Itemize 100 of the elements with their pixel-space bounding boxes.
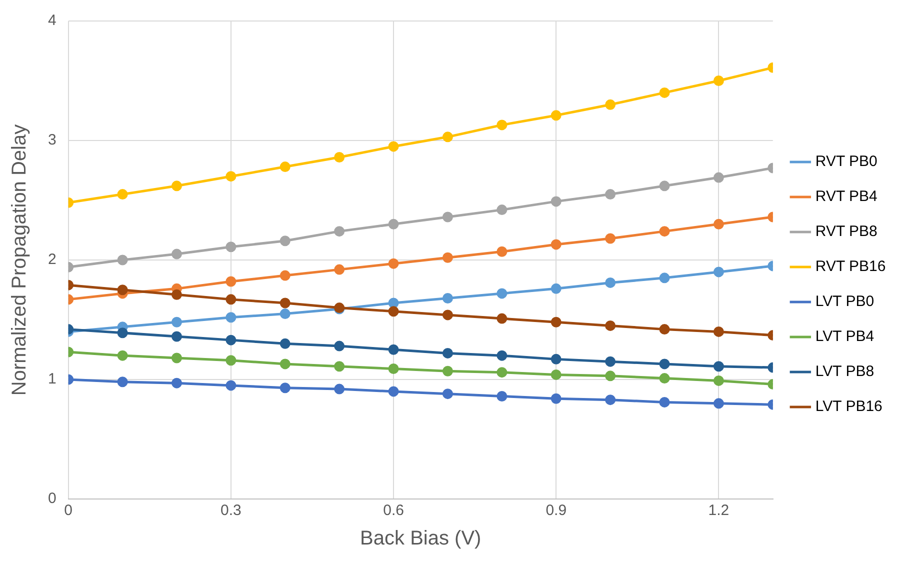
x-axis-title: Back Bias (V) (360, 528, 482, 550)
point (442, 310, 453, 320)
point (659, 373, 670, 384)
point (713, 361, 724, 372)
point (226, 276, 236, 287)
point (280, 358, 290, 370)
point (713, 172, 724, 183)
y-tick-label: 4 (48, 12, 56, 30)
point (280, 308, 290, 320)
point (442, 252, 453, 263)
point (496, 367, 508, 378)
point (496, 120, 508, 130)
point (171, 289, 182, 300)
point (226, 355, 236, 366)
x-tick-label: 0.6 (383, 502, 404, 520)
point (171, 248, 182, 260)
point (280, 338, 290, 349)
point (496, 204, 508, 216)
point (226, 242, 236, 252)
point (280, 382, 290, 394)
point (280, 236, 290, 246)
point (388, 386, 399, 397)
point (713, 218, 724, 230)
point (117, 254, 128, 266)
point (117, 189, 128, 200)
point (334, 340, 345, 352)
point (334, 264, 345, 275)
point (496, 313, 508, 324)
point (226, 294, 236, 305)
point (388, 298, 399, 308)
point (171, 331, 182, 342)
legend-label: RVT PB16 (815, 258, 886, 276)
y-tick-label: 0 (48, 490, 56, 508)
point (171, 352, 182, 364)
point (334, 384, 345, 394)
point (334, 152, 345, 162)
point (713, 76, 724, 86)
legend-label: LVT PB4 (815, 328, 874, 346)
point (496, 246, 508, 257)
point (280, 162, 290, 172)
point (713, 375, 724, 386)
point (659, 272, 670, 284)
point (550, 283, 562, 294)
point (442, 366, 453, 376)
point (659, 226, 670, 237)
point (605, 370, 616, 382)
point (550, 316, 562, 328)
point (550, 354, 562, 364)
point (226, 334, 236, 346)
point (605, 233, 616, 244)
x-tick-label: 0.9 (546, 502, 567, 520)
legend-label: LVT PB0 (815, 293, 874, 310)
point (605, 394, 616, 406)
point (334, 226, 345, 237)
point (117, 328, 128, 338)
point (659, 358, 670, 370)
point (550, 239, 562, 250)
legend-label: RVT PB4 (815, 188, 878, 206)
point (550, 110, 562, 121)
point (117, 376, 128, 388)
point (605, 277, 616, 288)
legend-label: LVT PB16 (815, 398, 882, 416)
point (388, 344, 399, 355)
point (713, 266, 724, 278)
point (388, 218, 399, 230)
point (659, 87, 670, 98)
y-tick-label: 3 (48, 132, 56, 149)
point (334, 361, 345, 372)
point (605, 320, 616, 331)
point (388, 258, 399, 269)
point (713, 398, 724, 409)
x-tick-label: 0 (64, 502, 73, 520)
point (550, 393, 562, 404)
legend-label: LVT PB8 (815, 363, 874, 380)
point (496, 350, 508, 361)
point (496, 288, 508, 299)
point (442, 212, 453, 222)
point (280, 298, 290, 308)
point (171, 378, 182, 388)
point (117, 350, 128, 361)
point (605, 99, 616, 110)
point (442, 292, 453, 304)
point (171, 180, 182, 192)
point (117, 284, 128, 296)
point (442, 388, 453, 400)
point (605, 356, 616, 367)
point (226, 312, 236, 323)
y-tick-label: 1 (48, 370, 56, 388)
point (226, 380, 236, 391)
x-tick-label: 0.3 (220, 502, 242, 520)
y-axis-title: Normalized Propagation Delay (8, 124, 31, 396)
point (659, 180, 670, 192)
point (388, 306, 399, 317)
point (171, 316, 182, 328)
point (442, 132, 453, 142)
y-tick-label: 2 (48, 251, 56, 268)
legend-label: RVT PB0 (815, 153, 878, 170)
legend-label: RVT PB8 (815, 223, 878, 240)
point (442, 348, 453, 358)
point (659, 324, 670, 335)
